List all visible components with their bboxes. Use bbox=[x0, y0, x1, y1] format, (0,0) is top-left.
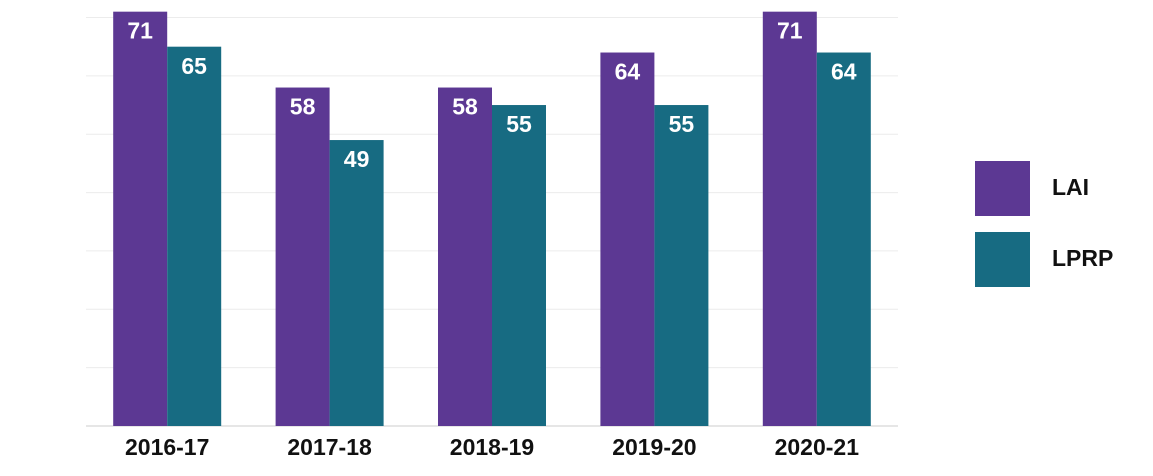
bar bbox=[113, 11, 168, 426]
legend-swatch bbox=[975, 161, 1030, 216]
bar bbox=[275, 87, 330, 427]
bar bbox=[167, 46, 222, 426]
x-tick-label: 2016-17 bbox=[125, 434, 209, 460]
bar bbox=[762, 11, 817, 426]
value-label: 49 bbox=[344, 146, 370, 172]
x-tick-label: 2018-19 bbox=[450, 434, 534, 460]
legend-label: LAI bbox=[1052, 174, 1089, 200]
bar bbox=[654, 105, 709, 426]
value-label: 64 bbox=[615, 59, 641, 85]
x-tick-label: 2019-20 bbox=[612, 434, 696, 460]
value-label: 71 bbox=[777, 18, 803, 44]
x-tick-label: 2017-18 bbox=[287, 434, 372, 460]
bar bbox=[600, 52, 655, 427]
bar bbox=[816, 52, 871, 427]
value-label: 58 bbox=[290, 94, 316, 120]
legend-swatch bbox=[975, 232, 1030, 287]
x-tick-label: 2020-21 bbox=[775, 434, 860, 460]
value-label: 58 bbox=[452, 94, 478, 120]
bar bbox=[329, 140, 384, 426]
bar bbox=[492, 105, 546, 426]
value-label: 71 bbox=[127, 18, 153, 44]
value-label: 64 bbox=[831, 59, 857, 85]
bar bbox=[438, 87, 492, 427]
value-label: 55 bbox=[669, 111, 695, 137]
legend-label: LPRP bbox=[1052, 245, 1113, 271]
value-label: 65 bbox=[181, 53, 207, 79]
value-label: 55 bbox=[506, 111, 532, 137]
